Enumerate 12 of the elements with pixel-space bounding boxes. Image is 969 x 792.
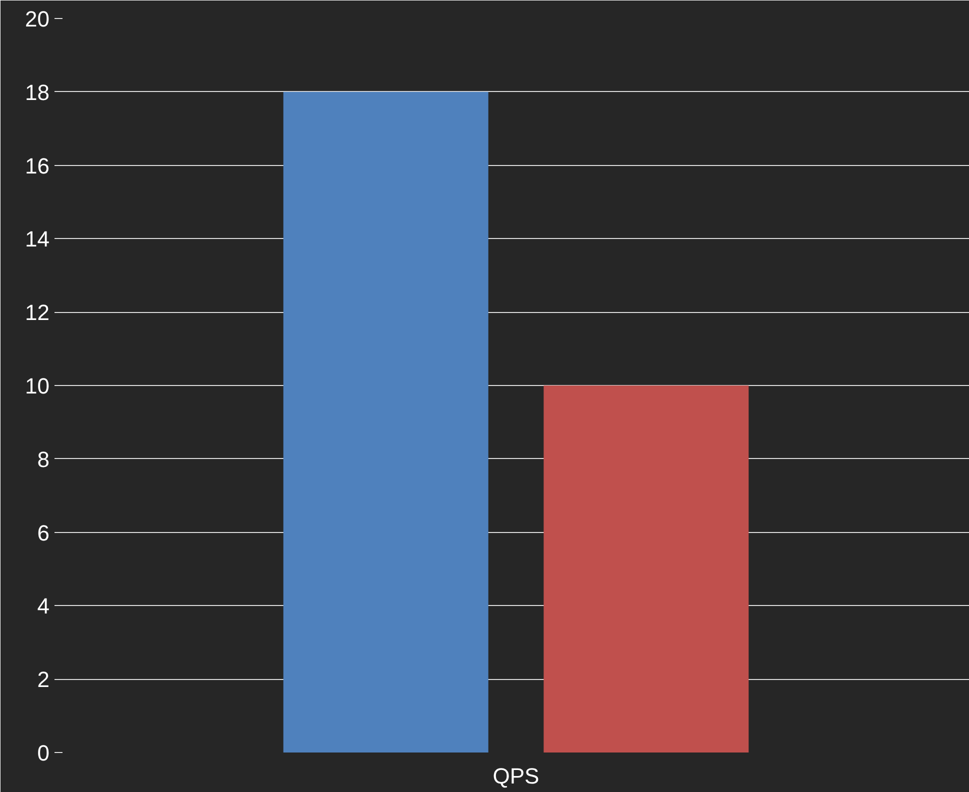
y-tick-label: 20 (25, 6, 50, 32)
y-tick-label: 6 (37, 520, 50, 546)
y-tick-label: 12 (25, 300, 50, 326)
y-tick-label: 18 (25, 80, 50, 105)
y-tick-label: 8 (37, 446, 50, 472)
y-tick-label: 0 (37, 740, 50, 766)
x-tick-label: QPS (492, 764, 540, 788)
y-tick-label: 2 (37, 667, 50, 692)
y-tick-label: 4 (37, 594, 50, 619)
y-tick-label: 16 (25, 153, 50, 178)
y-tick-label: 10 (25, 374, 50, 398)
y-tick-label: 14 (25, 226, 50, 252)
